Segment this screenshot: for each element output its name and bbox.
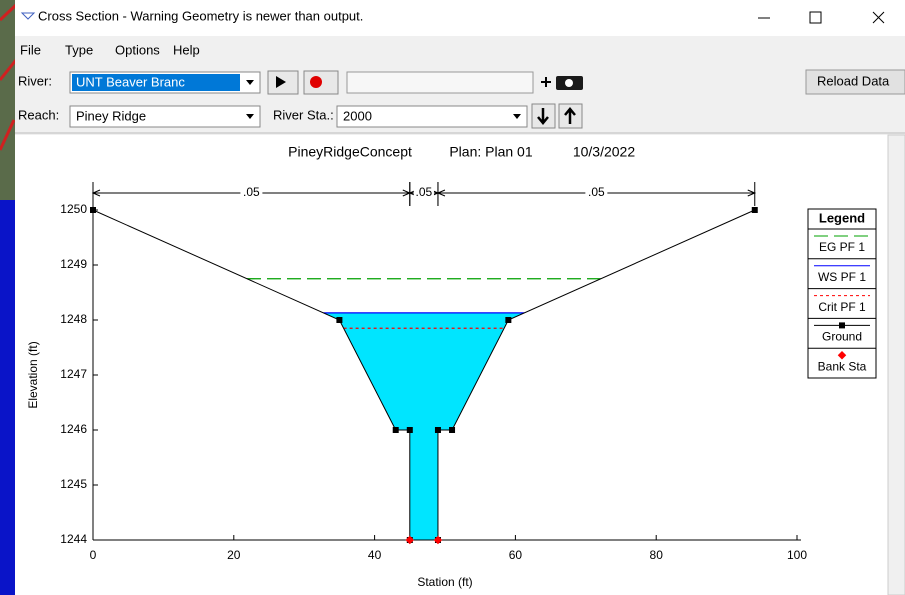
n-label: .05 xyxy=(416,185,433,199)
menu-item[interactable]: Type xyxy=(65,42,93,57)
scrollbar[interactable] xyxy=(888,135,905,595)
x-tick-label: 40 xyxy=(368,548,382,562)
ground-point xyxy=(336,317,342,323)
chart-plan: Plan: Plan 01 xyxy=(449,144,532,160)
title-bar: Cross Section - Warning Geometry is newe… xyxy=(15,0,905,36)
legend-label: Ground xyxy=(822,330,862,344)
chart-date: 10/3/2022 xyxy=(573,144,635,160)
y-tick-label: 1247 xyxy=(60,367,87,381)
ground-point xyxy=(449,427,455,433)
screen: Cross Section - Warning Geometry is newe… xyxy=(0,0,905,595)
y-tick-label: 1248 xyxy=(60,312,87,326)
page: Cross Section - Warning Geometry is newe… xyxy=(0,0,905,595)
reach-label: Reach: xyxy=(18,107,59,122)
ground-point xyxy=(407,427,413,433)
x-tick-label: 0 xyxy=(90,548,97,562)
ground-point xyxy=(90,207,96,213)
y-tick-label: 1246 xyxy=(60,422,87,436)
x-tick-label: 100 xyxy=(787,548,807,562)
station-label: River Sta.: xyxy=(273,107,334,122)
y-axis-label: Elevation (ft) xyxy=(26,341,40,408)
text-box[interactable] xyxy=(347,72,533,93)
window-title: Cross Section - Warning Geometry is newe… xyxy=(38,8,363,23)
legend-title: Legend xyxy=(819,210,865,225)
y-tick-label: 1245 xyxy=(60,477,87,491)
x-axis-label: Station (ft) xyxy=(417,575,472,589)
menu-item[interactable]: Help xyxy=(173,42,200,57)
ground-point xyxy=(393,427,399,433)
river-value: UNT Beaver Branc xyxy=(76,74,185,89)
legend-label: EG PF 1 xyxy=(819,240,865,254)
y-tick-label: 1249 xyxy=(60,257,87,271)
y-tick-label: 1250 xyxy=(60,202,87,216)
ground-point xyxy=(752,207,758,213)
x-tick-label: 80 xyxy=(650,548,664,562)
n-label: .05 xyxy=(588,185,605,199)
legend-label: WS PF 1 xyxy=(818,270,866,284)
ground-point xyxy=(505,317,511,323)
x-tick-label: 20 xyxy=(227,548,241,562)
station-value: 2000 xyxy=(343,108,372,123)
legend-marker xyxy=(839,322,845,328)
x-tick-label: 60 xyxy=(509,548,523,562)
legend-label: Bank Sta xyxy=(818,359,867,373)
legend-label: Crit PF 1 xyxy=(818,300,866,314)
map-background xyxy=(0,0,16,200)
y-tick-label: 1244 xyxy=(60,532,87,546)
n-label: .05 xyxy=(243,185,260,199)
record-icon xyxy=(310,76,322,88)
ground-point xyxy=(435,427,441,433)
camera-lens xyxy=(565,79,573,87)
river-label: River: xyxy=(18,73,52,88)
reach-value: Piney Ridge xyxy=(76,108,146,123)
reload-label: Reload Data xyxy=(817,73,890,88)
menu-item[interactable]: File xyxy=(20,42,41,57)
chart-title: PineyRidgeConcept xyxy=(288,144,412,160)
menu-item[interactable]: Options xyxy=(115,42,160,57)
